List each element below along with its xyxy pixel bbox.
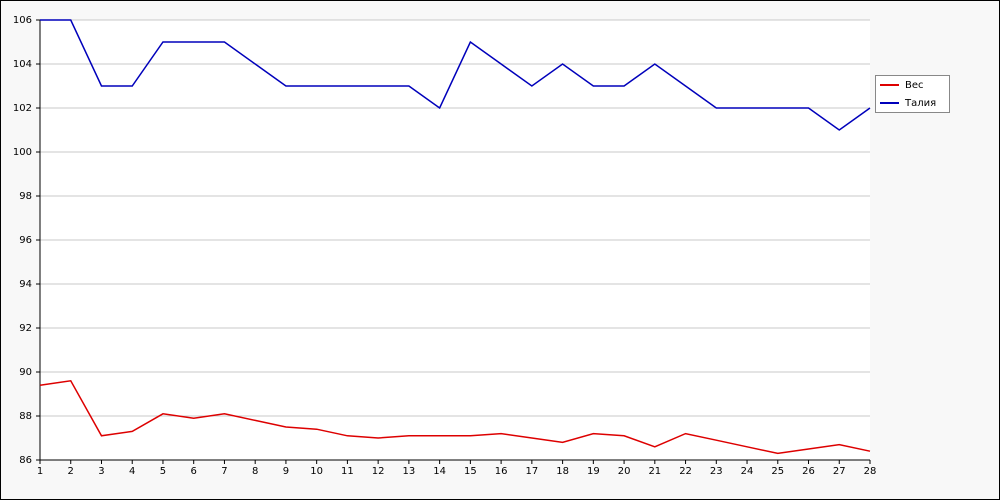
x-tick-label: 2 <box>68 466 74 477</box>
x-tick-label: 4 <box>129 466 135 477</box>
y-tick-label: 104 <box>13 59 32 70</box>
series-line <box>39 379 871 455</box>
x-tick-label: 26 <box>802 466 815 477</box>
x-tick-label: 16 <box>495 466 508 477</box>
x-tick-label: 15 <box>464 466 477 477</box>
x-tick-label: 17 <box>525 466 538 477</box>
x-tick-label: 1 <box>37 466 43 477</box>
x-tick-label: 18 <box>556 466 569 477</box>
legend-label: Талия <box>904 98 936 109</box>
x-tick-label: 22 <box>679 466 692 477</box>
y-tick-label: 88 <box>19 411 32 422</box>
x-tick-label: 5 <box>160 466 166 477</box>
y-tick-label: 98 <box>19 191 32 202</box>
x-tick-label: 23 <box>710 466 723 477</box>
y-tick-label: 92 <box>19 323 32 334</box>
x-tick-label: 27 <box>833 466 846 477</box>
y-tick-label: 86 <box>19 455 32 466</box>
y-tick-label: 96 <box>19 235 32 246</box>
x-tick-label: 8 <box>252 466 258 477</box>
legend <box>875 75 950 113</box>
x-tick-label: 20 <box>618 466 631 477</box>
y-tick-label: 90 <box>19 367 32 378</box>
x-tick-label: 19 <box>587 466 600 477</box>
legend-label: Вес <box>905 80 924 91</box>
x-tick-label: 21 <box>648 466 661 477</box>
x-tick-label: 6 <box>191 466 197 477</box>
x-tick-label: 11 <box>341 466 354 477</box>
x-tick-label: 24 <box>741 466 754 477</box>
x-tick-label: 28 <box>864 466 877 477</box>
y-tick-label: 106 <box>13 15 32 26</box>
x-tick-label: 9 <box>283 466 289 477</box>
y-tick-label: 102 <box>13 103 32 114</box>
series-line <box>40 19 871 131</box>
x-tick-label: 7 <box>221 466 227 477</box>
x-tick-label: 25 <box>771 466 784 477</box>
y-tick-label: 94 <box>19 279 32 290</box>
x-tick-label: 3 <box>98 466 104 477</box>
x-tick-label: 14 <box>433 466 446 477</box>
y-tick-label: 100 <box>13 147 32 158</box>
x-tick-label: 12 <box>372 466 385 477</box>
x-tick-label: 10 <box>310 466 323 477</box>
x-tick-label: 13 <box>403 466 416 477</box>
